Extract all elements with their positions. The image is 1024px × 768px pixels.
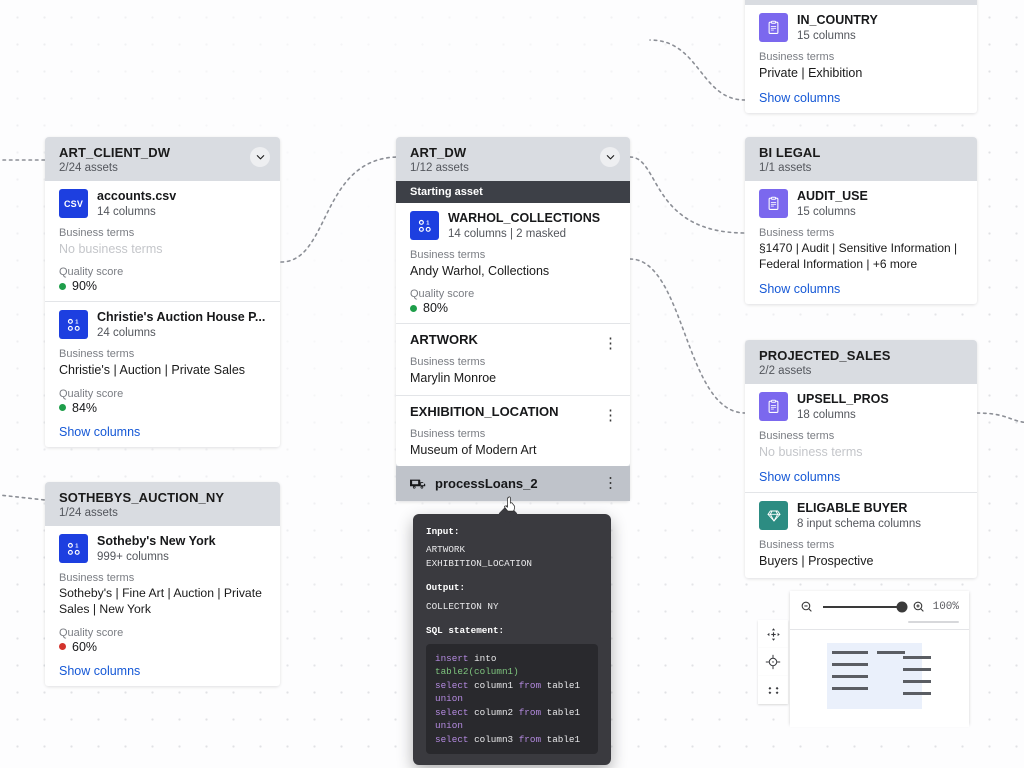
svg-text:1: 1 — [75, 319, 78, 325]
svg-text:1: 1 — [426, 220, 429, 226]
svg-text:1: 1 — [75, 543, 78, 549]
